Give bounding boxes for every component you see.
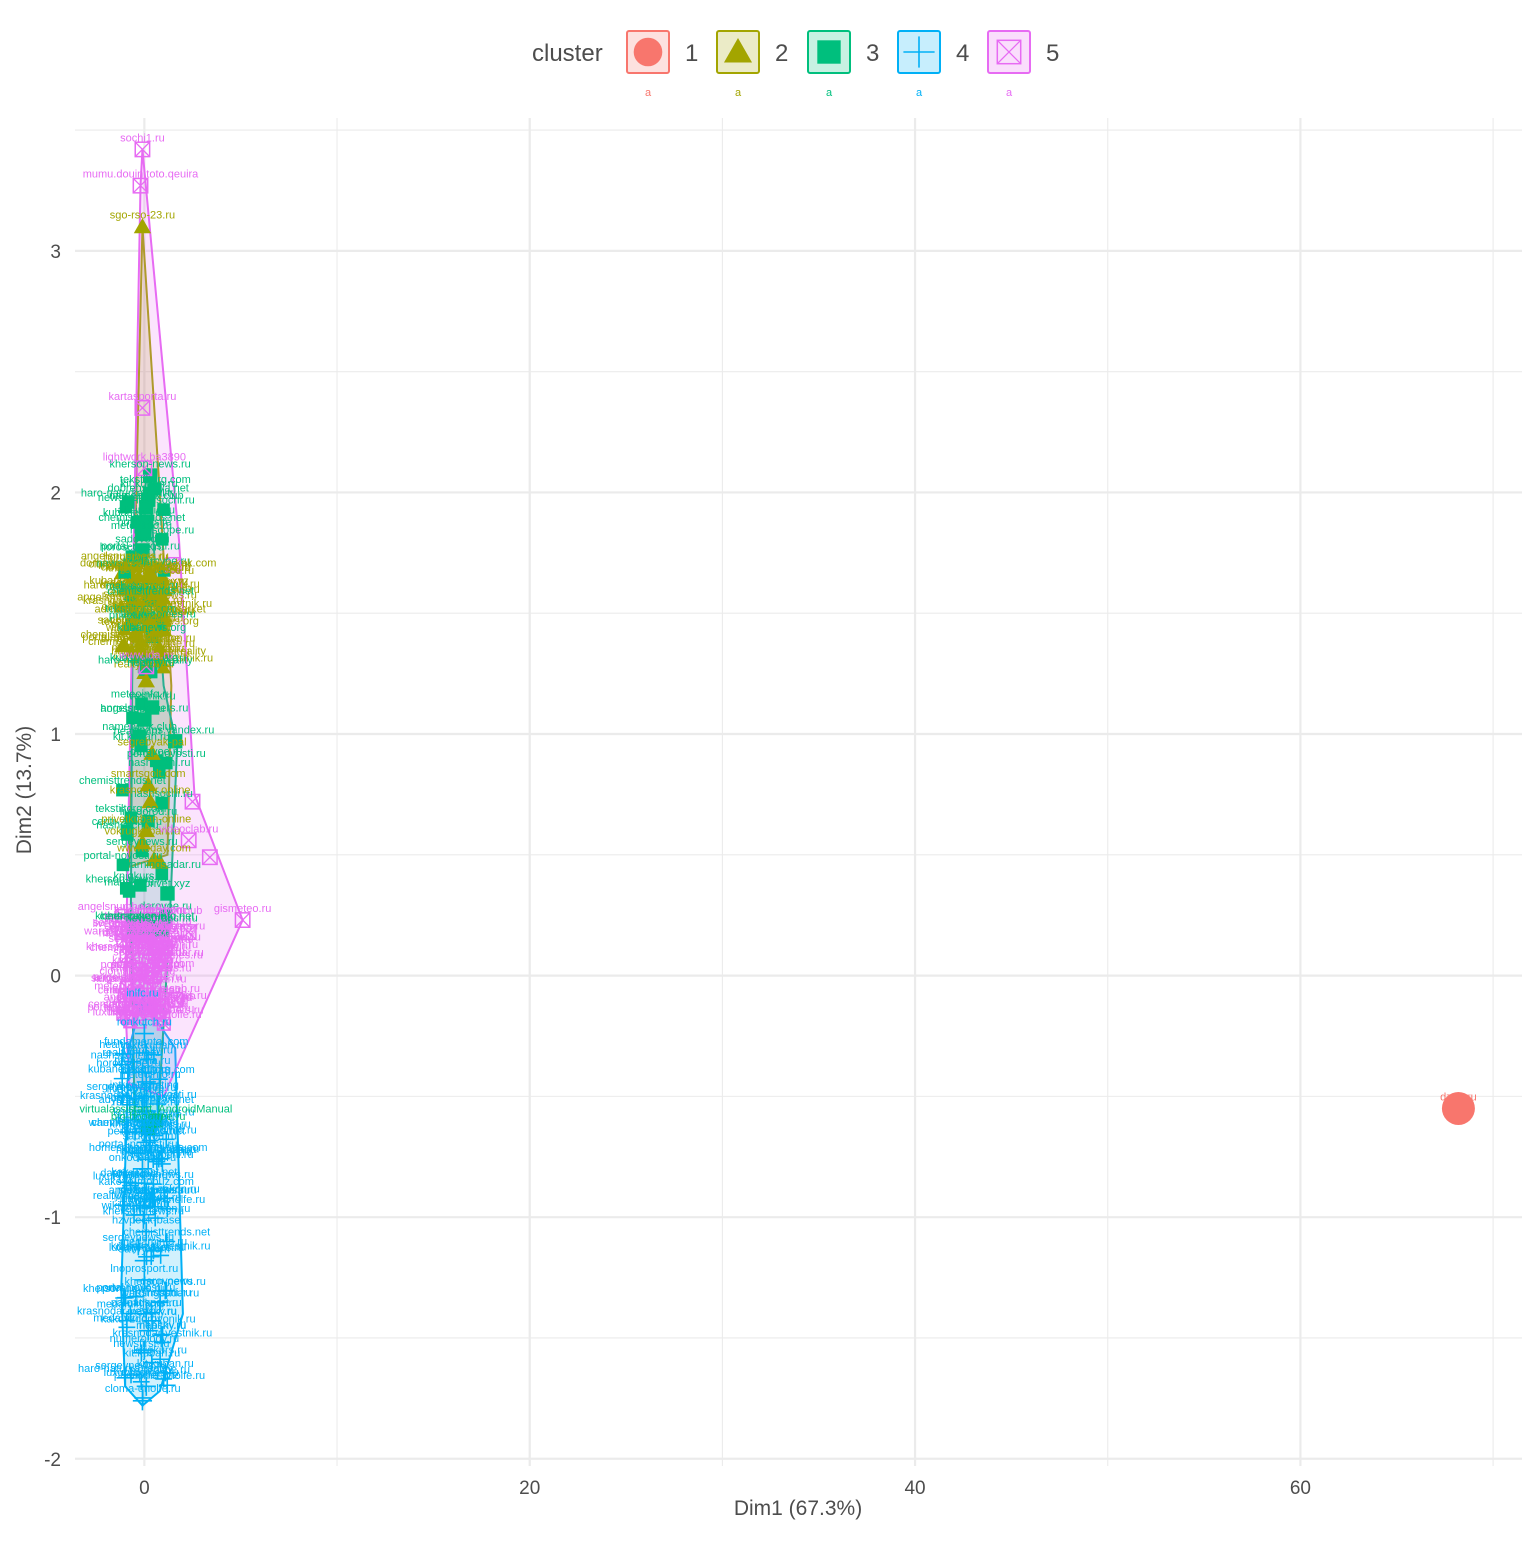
legend-label: 3 — [866, 40, 879, 67]
cluster-4-point-label: blokf1988 — [122, 1065, 170, 1077]
cluster-5-filler-label: mapsky.ru — [129, 925, 179, 937]
legend-key-4: 4a — [898, 31, 969, 99]
y-tick-label: 3 — [50, 242, 61, 263]
legend-text-key: a — [645, 87, 652, 99]
y-tick-label: 0 — [50, 967, 61, 988]
cluster-5-filler-label: serezhkafon.ru — [125, 939, 198, 951]
y-tick-label: -2 — [44, 1450, 61, 1471]
legend-text-key: a — [916, 87, 923, 99]
cluster-2-point-label: sgo-rso-23.ru — [110, 210, 175, 222]
y-tick-label: -1 — [44, 1208, 61, 1229]
cluster-4-filler-label: chemisttrends.net — [123, 1226, 210, 1238]
cluster-4-point-label: fundamental.com — [104, 1036, 188, 1048]
axis-tick-labels: 0 20 40 60 -2 -1 0 1 2 3 — [44, 242, 1311, 1499]
x-tick-label: 20 — [519, 1478, 540, 1499]
cluster-5-point-label: rbc-sob.ru — [150, 983, 200, 995]
legend-key-3: 3a — [808, 31, 879, 99]
grid-lines — [75, 118, 1522, 1466]
cluster-5-point-label: www.ida.ru — [118, 649, 173, 661]
cluster-2-point-label: segrebyak-pal — [118, 736, 187, 748]
cluster-3-point-label: vestnik.ru — [129, 690, 176, 702]
cluster-3-point-label: altairadio.ru — [118, 504, 175, 516]
y-axis-title: Dim2 (13.7%) — [13, 726, 36, 854]
cluster-4-point-label: penza-news.net — [107, 1125, 185, 1137]
point-labels: mapsky.ruharo-naturka.realitydarovoe.rus… — [77, 132, 1477, 1395]
legend-marker-shape — [634, 38, 663, 67]
cluster-2-point-label: widget — [139, 613, 172, 625]
cluster-3-point-label: namebook.club — [109, 490, 184, 502]
cluster-3-filler-label: warningsadar.ru — [122, 859, 201, 871]
legend-key-2: 2a — [717, 31, 788, 99]
legend-title: cluster — [532, 40, 603, 67]
x-tick-label: 60 — [1290, 1478, 1311, 1499]
cluster-4-point-label: kakoye-mobuz.com — [99, 1176, 194, 1188]
legend-label: 5 — [1046, 40, 1059, 67]
cluster-5-point-label: lightwork.ba3890 — [103, 451, 186, 463]
cluster-5-point-label: videoclab.ru — [159, 823, 218, 835]
legend-marker — [817, 40, 840, 63]
cluster-4-point-label: adygheya-news.net — [99, 1094, 194, 1106]
cluster-2-point-label: wallpaper_7 — [123, 577, 183, 589]
cluster-5-filler-label: portal-novosti.ru — [100, 959, 179, 971]
cluster-3-point-label: centr-zakon.ru — [100, 910, 170, 922]
cluster-5-point-label: mumu.douin.toto.qeuira — [83, 169, 199, 181]
cluster-5-point-label: sochi1.ru — [120, 132, 165, 144]
cluster-points — [113, 142, 1475, 1410]
cluster-4-point-label: lnoprosport.ru — [110, 1263, 178, 1275]
cluster-3-point-label: angelsnumbers.ru — [100, 703, 188, 715]
cluster-3-filler-label: knigkurs.ru — [113, 870, 167, 882]
legend-key-1: 1a — [627, 31, 698, 99]
legend-text-key: a — [826, 87, 833, 99]
cluster-4-filler-label: cloma-dnolfe.ru — [105, 1383, 181, 1395]
legend-key-5: 5a — [988, 31, 1059, 99]
legend-label: 2 — [775, 40, 788, 67]
cluster-4-point-label: ronkutch.ru — [117, 1017, 172, 1029]
cluster-4-point-label: numerology.ru — [110, 1333, 180, 1345]
cluster-3-point-label: maps.yandex.ru — [136, 724, 214, 736]
cluster-4-point-label: kakoyzdorovonik.ru — [101, 1314, 196, 1326]
y-tick-label: 2 — [50, 483, 61, 504]
cluster-4-point-label: pheapher.wiz — [114, 1369, 179, 1381]
cluster-2-point-label: smartsgolt.com — [111, 768, 186, 780]
x-axis-title: Dim1 (67.3%) — [734, 1497, 862, 1520]
cluster-2-point-label: domashniy-krasivo-kak.com — [80, 558, 216, 570]
y-tick-label: 1 — [50, 725, 61, 746]
cluster-3-point-label: hotdog.site — [117, 517, 171, 529]
cluster-4-point-label: meylina.ru — [119, 1198, 170, 1210]
legend: cluster 1a2a3a4a5a — [532, 31, 1059, 99]
legend-text-key: a — [735, 87, 742, 99]
cluster-5-point-label: kartasporta.ru — [108, 391, 176, 403]
cluster-5-filler-label: sergeynews.ru — [103, 999, 175, 1011]
legend-label: 4 — [956, 40, 969, 67]
cluster-1-point-label: dzen.ru — [1440, 1091, 1477, 1103]
x-tick-label: 0 — [139, 1478, 150, 1499]
cluster-4-point-label: savvy.com — [119, 1244, 170, 1256]
cluster-4-point-label: hzvpeek-base — [112, 1215, 181, 1227]
legend-marker-shape — [817, 40, 840, 63]
legend-marker — [634, 38, 663, 67]
legend-text-key: a — [1006, 87, 1013, 99]
cluster-2-point-label: krasnodar.online — [110, 785, 191, 797]
cluster-4-point-label: parnatlsport.ru — [111, 1297, 182, 1309]
cluster-3-point-label: portal-novosti.ru — [101, 541, 180, 553]
cluster-2-point-label: wwwtoday.com — [116, 843, 191, 855]
x-tick-label: 40 — [904, 1478, 925, 1499]
cluster-4-point-label: onkocentre.ru — [109, 1152, 176, 1164]
cluster-2-point-label: turbo-stat-online — [101, 632, 181, 644]
cluster-5-point-label: gismeteo.ru — [214, 903, 271, 915]
cluster-4-point-label: intrigue.dating — [110, 1079, 179, 1091]
legend-label: 1 — [685, 40, 698, 67]
